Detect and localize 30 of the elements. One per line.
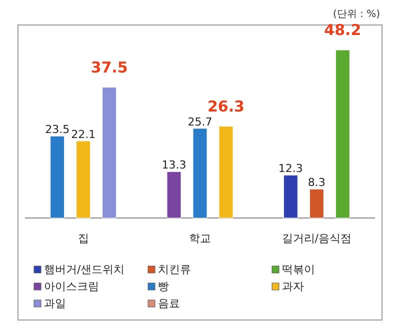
bar — [335, 50, 350, 218]
legend-label: 과자 — [282, 280, 304, 293]
data-label: 23.5 — [45, 123, 70, 136]
data-label: 12.3 — [278, 162, 303, 176]
data-label: 25.7 — [188, 115, 212, 128]
bar — [76, 140, 91, 218]
bar — [102, 87, 117, 218]
data-label: 37.5 — [90, 58, 128, 76]
bar — [218, 126, 234, 218]
x-tick-label: 학교 — [189, 232, 211, 245]
legend-label: 빵 — [158, 280, 169, 293]
bar — [309, 188, 324, 218]
data-label: 22.1 — [71, 128, 96, 141]
legend-label: 치킨류 — [158, 263, 191, 276]
data-label: 13.3 — [162, 158, 186, 172]
bar — [283, 174, 298, 218]
data-label: 48.2 — [324, 21, 362, 39]
legend-label: 햄버거/샌드위치 — [44, 263, 125, 276]
legend-label: 떡볶이 — [282, 263, 315, 276]
legend-label: 아이스크림 — [44, 280, 99, 293]
data-label: 26.3 — [207, 97, 245, 116]
legend-label: 음료 — [158, 297, 180, 310]
bar — [192, 128, 208, 218]
data-label: 8.3 — [308, 176, 326, 190]
x-tick-label: 집 — [78, 232, 89, 245]
x-tick-label: 길거리/음식점 — [282, 232, 352, 245]
bar — [166, 171, 182, 218]
legend-label: 과일 — [44, 297, 66, 310]
bar — [50, 136, 65, 218]
text: (단위 : %) — [332, 9, 380, 20]
